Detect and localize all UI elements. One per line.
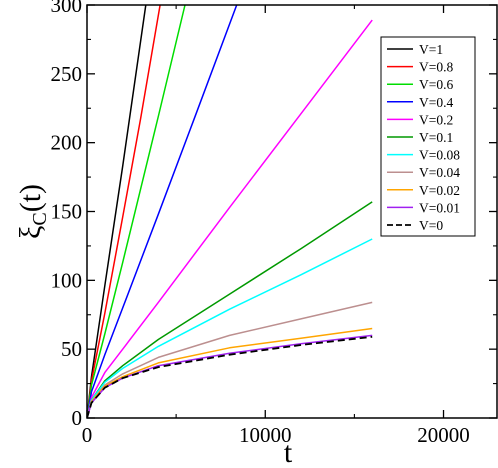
legend-label: V=1	[419, 42, 443, 57]
y-tick-label: 200	[51, 131, 83, 155]
y-tick-label: 0	[72, 406, 83, 430]
y-axis-title-arg: (t)	[14, 184, 47, 212]
legend-items: V=1 V=0.8 V=0.6 V=0.4 V=0.2 V=0.1 V=0.08 V=0.04…	[387, 42, 460, 233]
legend-label: V=0.04	[419, 165, 460, 180]
x-tick-label: 10000	[239, 423, 292, 447]
series-line-v-0-08	[87, 238, 373, 418]
svg-text:ξC(t): ξC(t)	[14, 184, 51, 239]
series-line-v-0-4	[87, 5, 238, 418]
legend-label: V=0.4	[419, 95, 453, 110]
legend-label: V=0	[419, 218, 443, 233]
ticks-layer	[86, 4, 497, 419]
y-tick-label: 150	[51, 200, 83, 224]
series-line-v-0-02	[87, 327, 373, 418]
series-line-v-0-6	[87, 5, 186, 418]
series-line-v-0	[87, 335, 373, 418]
legend-label: V=0.2	[419, 112, 453, 127]
legend: V=1 V=0.8 V=0.6 V=0.4 V=0.2 V=0.1 V=0.08 V=0.04…	[380, 36, 476, 237]
x-tick-label: 20000	[417, 423, 470, 447]
series-line-v-0-01	[87, 334, 373, 418]
legend-label: V=0.01	[419, 200, 460, 215]
y-tick-label: 250	[51, 62, 83, 86]
y-tick-label: 50	[61, 337, 82, 361]
y-tick-label: 100	[51, 268, 83, 292]
legend-label: V=0.08	[419, 148, 460, 163]
legend-label: V=0.6	[419, 77, 453, 92]
y-axis-title: ξC(t)	[14, 184, 51, 239]
legend-label: V=0.8	[419, 60, 453, 75]
series-line-v-0-2	[87, 19, 373, 418]
tick-labels-layer: 0 10000 20000 0 50 100 150 200 250 300	[51, 0, 470, 447]
series-layer	[87, 5, 373, 418]
y-tick-label: 300	[51, 0, 83, 17]
x-axis-title: t	[284, 436, 293, 468]
y-axis-title-main: ξ	[14, 226, 47, 239]
legend-label: V=0.1	[419, 130, 453, 145]
y-axis-title-sub: C	[29, 212, 51, 225]
legend-label: V=0.02	[419, 183, 460, 198]
x-tick-label: 0	[82, 423, 93, 447]
